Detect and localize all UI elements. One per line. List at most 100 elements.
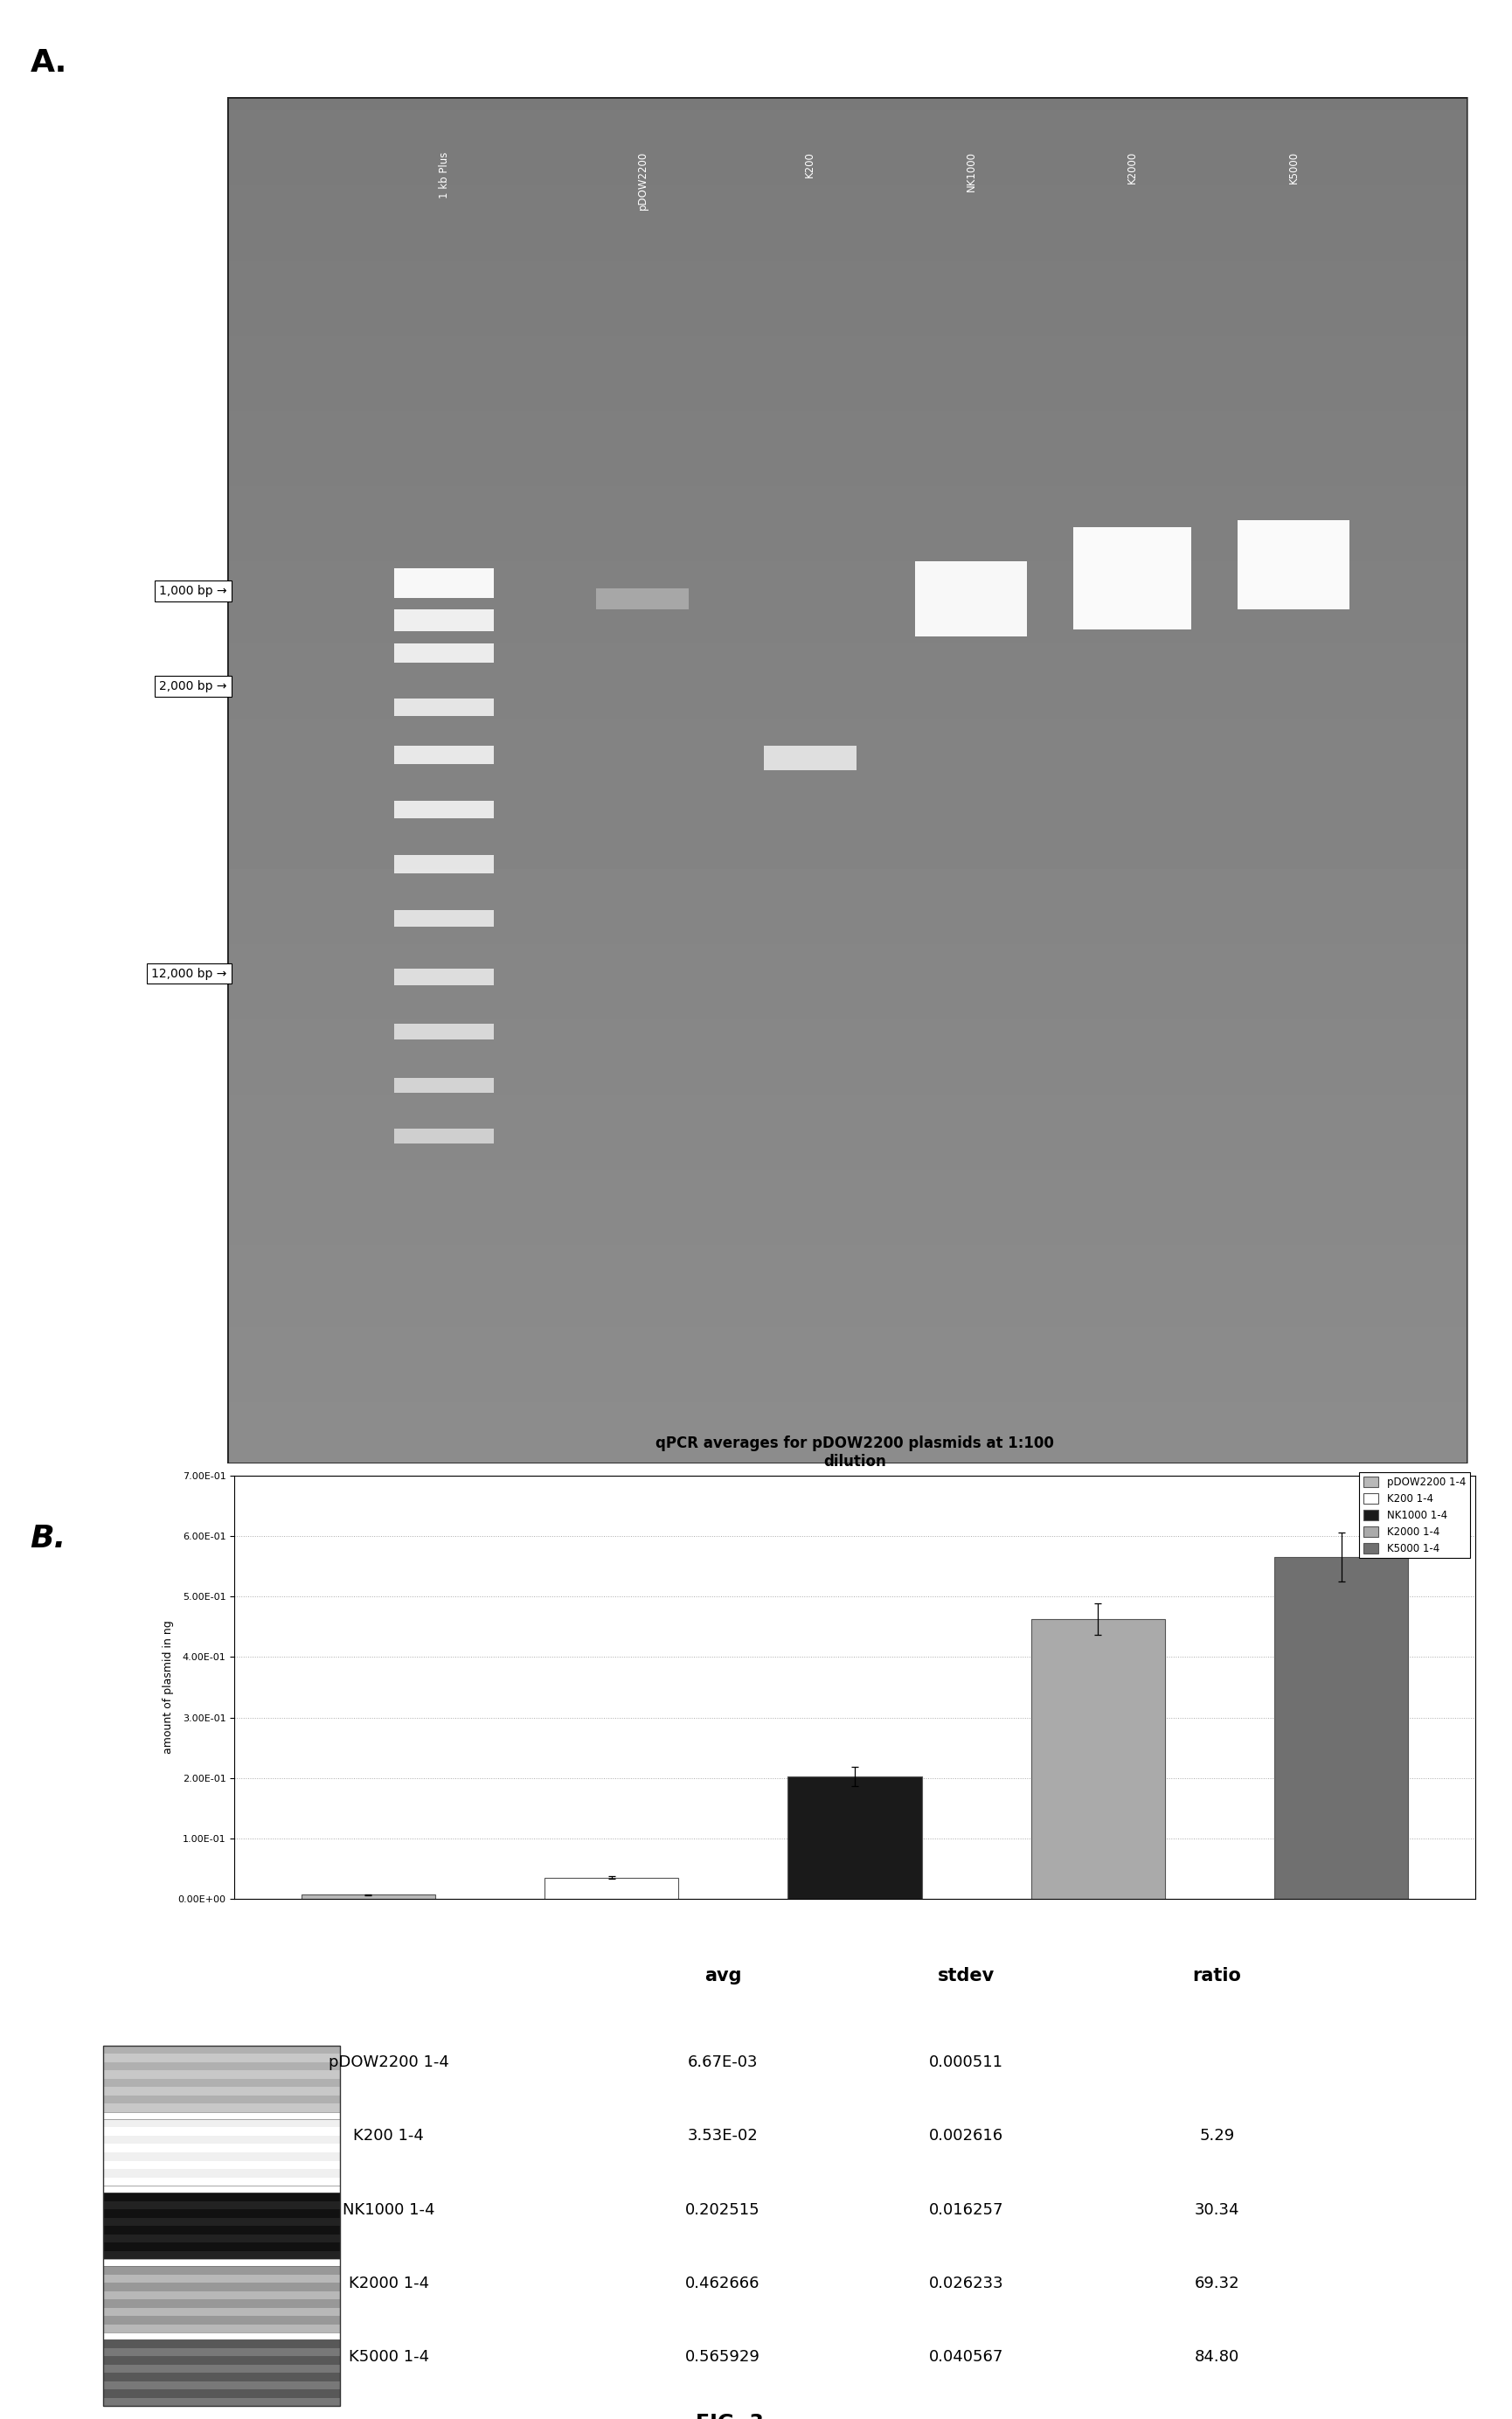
Bar bbox=[103, 2201, 340, 2209]
Bar bbox=[103, 2153, 340, 2160]
Text: K5000: K5000 bbox=[1287, 152, 1299, 184]
Bar bbox=[395, 643, 493, 663]
Text: NK1000: NK1000 bbox=[965, 152, 977, 191]
Bar bbox=[103, 2170, 340, 2177]
Text: 30.34: 30.34 bbox=[1194, 2201, 1238, 2218]
Bar bbox=[103, 2315, 340, 2325]
Bar bbox=[103, 2274, 340, 2284]
Bar bbox=[103, 2160, 340, 2170]
Bar bbox=[103, 2136, 340, 2143]
Text: K200: K200 bbox=[804, 152, 815, 177]
Text: 1,000 bp →: 1,000 bp → bbox=[159, 585, 227, 597]
Bar bbox=[103, 2339, 340, 2349]
Text: K2000: K2000 bbox=[1126, 152, 1137, 184]
Bar bbox=[103, 2177, 340, 2187]
Bar bbox=[103, 2284, 340, 2291]
Bar bbox=[103, 2078, 340, 2088]
Bar bbox=[103, 2192, 340, 2201]
Bar bbox=[103, 2095, 340, 2105]
Bar bbox=[1074, 527, 1191, 629]
Bar bbox=[1237, 520, 1349, 610]
Bar bbox=[103, 2192, 340, 2259]
Bar bbox=[915, 561, 1027, 636]
Bar bbox=[103, 2267, 340, 2332]
Bar bbox=[103, 2349, 340, 2356]
Text: stdev: stdev bbox=[937, 1967, 995, 1986]
Text: 69.32: 69.32 bbox=[1193, 2276, 1238, 2291]
Bar bbox=[103, 2390, 340, 2397]
Bar bbox=[395, 699, 493, 716]
Bar bbox=[103, 2046, 340, 2054]
Text: 5.29: 5.29 bbox=[1199, 2129, 1234, 2143]
Text: K5000 1-4: K5000 1-4 bbox=[348, 2349, 429, 2366]
Bar bbox=[103, 2046, 340, 2407]
Text: 1 kb Plus: 1 kb Plus bbox=[438, 152, 449, 198]
Text: 0.002616: 0.002616 bbox=[928, 2129, 1002, 2143]
Text: K2000 1-4: K2000 1-4 bbox=[348, 2276, 429, 2291]
Text: 12,000 bp →: 12,000 bp → bbox=[151, 968, 227, 980]
Bar bbox=[103, 2300, 340, 2308]
Text: 0.202515: 0.202515 bbox=[685, 2201, 761, 2218]
Bar bbox=[103, 2061, 340, 2071]
Bar bbox=[103, 2119, 340, 2187]
Bar bbox=[103, 2235, 340, 2242]
Bar bbox=[103, 2291, 340, 2300]
Bar bbox=[103, 2126, 340, 2136]
Bar bbox=[596, 588, 688, 610]
Text: 6.67E-03: 6.67E-03 bbox=[688, 2054, 758, 2071]
Text: pDOW2200: pDOW2200 bbox=[637, 152, 647, 210]
Bar bbox=[395, 1079, 493, 1093]
Title: qPCR averages for pDOW2200 plasmids at 1:100
dilution: qPCR averages for pDOW2200 plasmids at 1… bbox=[655, 1434, 1054, 1468]
Bar bbox=[103, 2373, 340, 2380]
Text: 0.040567: 0.040567 bbox=[928, 2349, 1002, 2366]
Bar bbox=[395, 856, 493, 873]
Bar bbox=[103, 2209, 340, 2218]
Bar bbox=[103, 2225, 340, 2235]
Bar bbox=[103, 2242, 340, 2252]
Bar bbox=[1031, 1618, 1164, 1899]
Text: 3.53E-02: 3.53E-02 bbox=[686, 2129, 758, 2143]
Bar bbox=[103, 2252, 340, 2259]
Bar bbox=[103, 2054, 340, 2061]
Bar bbox=[395, 1023, 493, 1040]
Y-axis label: amount of plasmid in ng: amount of plasmid in ng bbox=[163, 1621, 174, 1754]
Text: 2,000 bp →: 2,000 bp → bbox=[159, 680, 227, 692]
Bar bbox=[103, 2366, 340, 2373]
Bar bbox=[103, 2339, 340, 2407]
Text: ratio: ratio bbox=[1191, 1967, 1241, 1986]
Bar bbox=[103, 2046, 340, 2112]
Bar bbox=[544, 1877, 677, 1899]
Text: 0.462666: 0.462666 bbox=[685, 2276, 759, 2291]
Bar bbox=[301, 1894, 435, 1899]
Text: pDOW2200 1-4: pDOW2200 1-4 bbox=[328, 2054, 449, 2071]
Text: 0.000511: 0.000511 bbox=[928, 2054, 1002, 2071]
Bar bbox=[395, 610, 493, 631]
Bar bbox=[103, 2380, 340, 2390]
Text: 84.80: 84.80 bbox=[1194, 2349, 1238, 2366]
Bar bbox=[103, 2119, 340, 2126]
Bar bbox=[103, 2397, 340, 2407]
Bar bbox=[103, 2356, 340, 2366]
Text: 0.565929: 0.565929 bbox=[685, 2349, 761, 2366]
Text: A.: A. bbox=[30, 48, 67, 77]
Bar bbox=[103, 2105, 340, 2112]
Bar bbox=[1273, 1558, 1408, 1899]
Text: K200 1-4: K200 1-4 bbox=[354, 2129, 423, 2143]
Bar bbox=[103, 2308, 340, 2315]
Bar bbox=[788, 1776, 921, 1899]
Bar bbox=[395, 801, 493, 818]
Bar bbox=[395, 968, 493, 985]
Bar bbox=[103, 2218, 340, 2225]
Bar bbox=[103, 2325, 340, 2332]
Bar bbox=[395, 910, 493, 926]
Legend: pDOW2200 1-4, K200 1-4, NK1000 1-4, K2000 1-4, K5000 1-4: pDOW2200 1-4, K200 1-4, NK1000 1-4, K200… bbox=[1358, 1473, 1470, 1558]
Text: FIG. 3: FIG. 3 bbox=[696, 2414, 764, 2419]
Text: NK1000 1-4: NK1000 1-4 bbox=[343, 2201, 434, 2218]
Bar bbox=[395, 1130, 493, 1144]
Bar bbox=[395, 745, 493, 764]
Text: B.: B. bbox=[30, 1524, 67, 1553]
Bar bbox=[764, 745, 856, 772]
Text: avg: avg bbox=[705, 1967, 741, 1986]
Bar bbox=[103, 2071, 340, 2078]
Text: 0.016257: 0.016257 bbox=[928, 2201, 1002, 2218]
